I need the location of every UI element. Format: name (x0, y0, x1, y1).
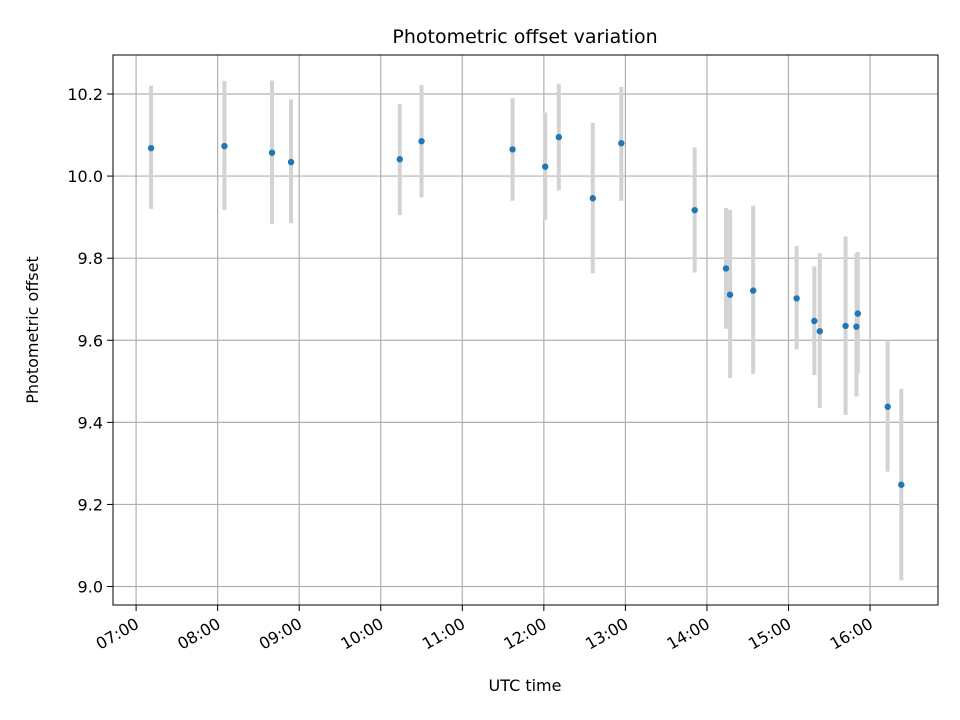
data-point (287, 158, 295, 166)
x-axis-label: UTC time (489, 676, 562, 695)
data-point (221, 142, 228, 150)
data-point (749, 287, 757, 294)
y-axis-label: Photometric offset (23, 256, 42, 404)
chart-title: Photometric offset variation (392, 26, 657, 48)
data-point (722, 265, 730, 272)
data-point (793, 295, 800, 302)
y-axis-ticks: 9.0 9.2 9.4 9.6 9.8 10.0 10.2 (67, 85, 113, 597)
y-tick-label: 9.0 (78, 578, 103, 597)
data-point (589, 195, 596, 202)
y-tick-label: 9.4 (78, 413, 103, 432)
data-point (726, 291, 734, 298)
data-point (884, 403, 891, 410)
y-tick-label: 9.8 (78, 249, 103, 268)
data-point (542, 163, 549, 170)
data-point (418, 137, 425, 145)
data-point (555, 133, 562, 141)
data-point (853, 323, 860, 330)
data-point (509, 146, 516, 153)
data-point (898, 481, 905, 488)
data-point (618, 140, 625, 147)
y-tick-label: 9.6 (78, 331, 103, 350)
data-point (691, 206, 698, 214)
data-point (816, 328, 823, 335)
y-tick-label: 9.2 (78, 495, 103, 514)
data-point (147, 144, 155, 152)
data-point (811, 317, 818, 325)
data-point (854, 310, 862, 317)
data-point (842, 322, 849, 330)
y-tick-label: 10.2 (67, 85, 103, 104)
data-point (268, 149, 276, 156)
data-points (147, 133, 905, 488)
data-point (396, 156, 403, 163)
grid (113, 55, 938, 605)
y-tick-label: 10.0 (67, 167, 103, 186)
plot-frame (112, 54, 939, 606)
